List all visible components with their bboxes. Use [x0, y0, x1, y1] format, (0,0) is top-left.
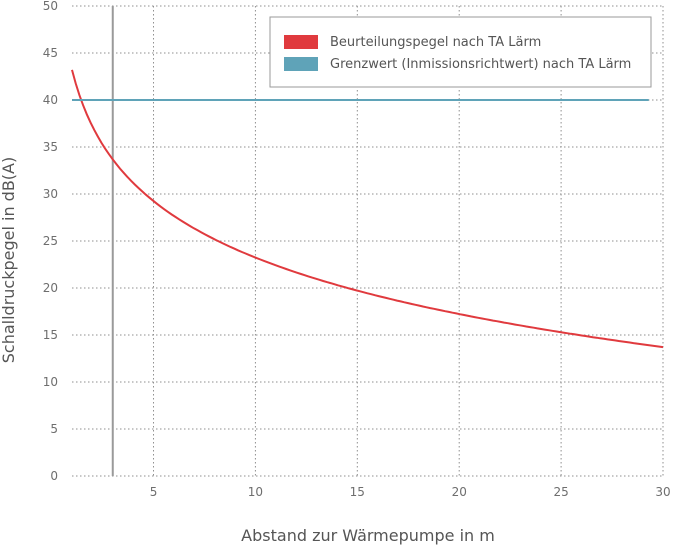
- y-axis-title: Schalldruckpegel in dB(A): [0, 157, 18, 364]
- series-group: [71, 69, 664, 349]
- y-tick-label: 5: [50, 422, 58, 436]
- y-tick-label: 50: [43, 0, 58, 13]
- y-tick-labels: 0 5 10 15 20 25 30 35 40 45 50: [43, 0, 58, 483]
- legend-swatch: [284, 57, 318, 71]
- y-tick-label: 35: [43, 140, 58, 154]
- x-axis-title: Abstand zur Wärmepumpe in m: [241, 526, 495, 545]
- x-tick-label: 5: [150, 485, 158, 499]
- legend-swatch: [284, 35, 318, 49]
- y-tick-label: 45: [43, 46, 58, 60]
- y-tick-label: 25: [43, 234, 58, 248]
- x-tick-label: 15: [350, 485, 365, 499]
- y-tick-label: 30: [43, 187, 58, 201]
- x-tick-label: 25: [553, 485, 568, 499]
- series-line-beurteilungspegel: [71, 69, 664, 349]
- x-tick-labels: 5 10 15 20 25 30: [150, 485, 671, 499]
- legend-label: Grenzwert (Inmissionsrichtwert) nach TA …: [330, 57, 631, 72]
- y-tick-label: 15: [43, 328, 58, 342]
- x-tick-label: 20: [452, 485, 467, 499]
- legend-label: Beurteilungspegel nach TA Lärm: [330, 35, 541, 50]
- y-tick-label: 40: [43, 93, 58, 107]
- legend: Beurteilungspegel nach TA Lärm Grenzwert …: [269, 16, 652, 88]
- y-tick-label: 0: [50, 469, 58, 483]
- x-tick-label: 10: [248, 485, 263, 499]
- y-tick-label: 20: [43, 281, 58, 295]
- y-tick-label: 10: [43, 375, 58, 389]
- legend-box: [269, 16, 652, 88]
- x-tick-label: 30: [655, 485, 670, 499]
